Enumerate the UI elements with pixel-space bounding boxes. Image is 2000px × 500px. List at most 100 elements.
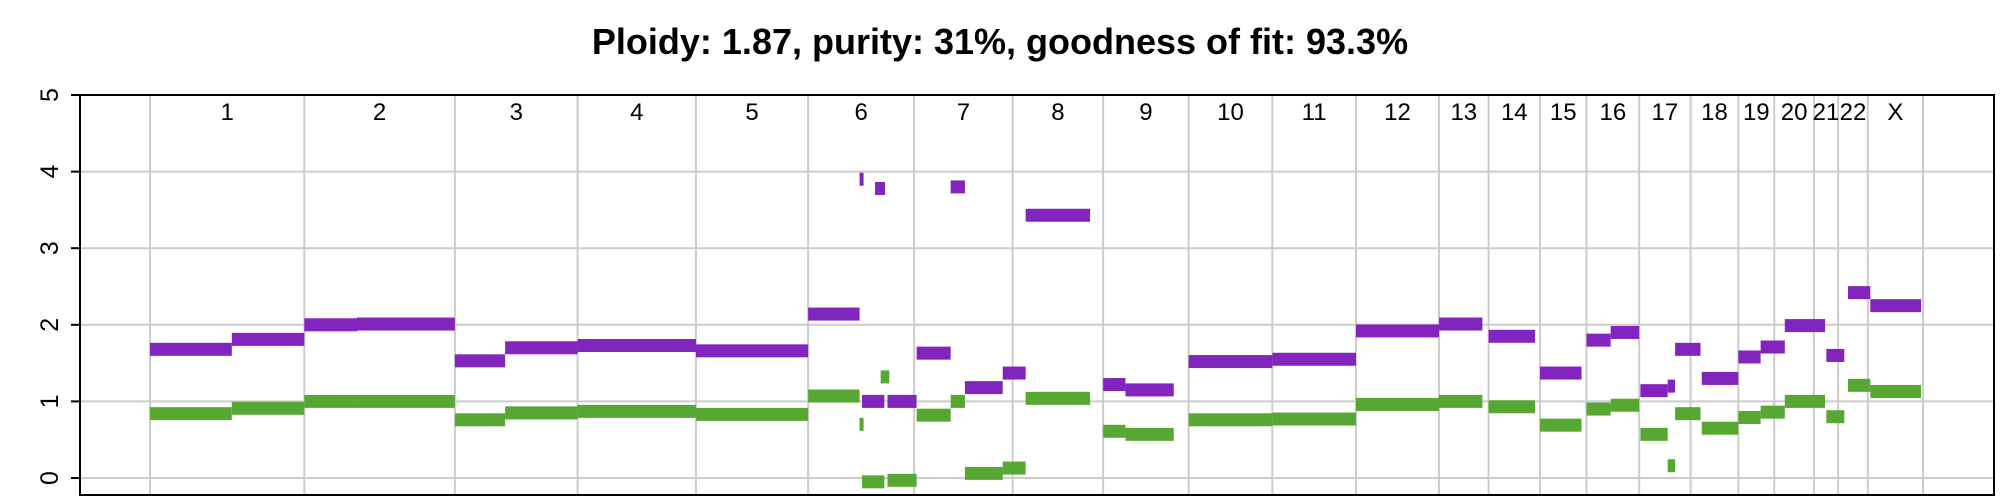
minor-copy-segment xyxy=(1738,410,1761,424)
minor-copy-segment xyxy=(454,413,506,427)
chromosome-label: 2 xyxy=(373,99,386,126)
chart-title: Ploidy: 1.87, purity: 31%, goodness of f… xyxy=(592,21,1408,62)
minor-copy-segment xyxy=(1272,412,1356,426)
chromosome-label: 10 xyxy=(1217,99,1244,126)
chromosome-label: 4 xyxy=(630,99,643,126)
minor-copy-segment xyxy=(1002,461,1026,475)
major-copy-segment xyxy=(1125,383,1174,397)
major-copy-segment xyxy=(454,354,506,368)
major-copy-segment xyxy=(150,342,232,356)
major-copy-segment xyxy=(1640,384,1668,398)
minor-copy-segment xyxy=(304,394,357,408)
chromosome-label: 6 xyxy=(854,99,867,126)
minor-copy-segment xyxy=(356,394,455,408)
y-tick-label: 0 xyxy=(36,471,64,485)
y-tick-label: 2 xyxy=(36,318,64,332)
minor-copy-segment xyxy=(1125,427,1174,441)
y-tick-label: 4 xyxy=(36,165,64,179)
major-copy-segment xyxy=(1784,319,1826,333)
minor-copy-segment xyxy=(1025,391,1091,405)
chromosome-label: 12 xyxy=(1384,99,1411,126)
chromosome-labels: 1 2 3 4 5 6 7 8 9 10 11 12 13 14 15 16 17 18 19 20 21 22 X xyxy=(220,99,1903,126)
minor-copy-segment xyxy=(1488,400,1536,414)
major-copy-segment xyxy=(1701,371,1739,385)
major-copy-segment xyxy=(695,344,809,358)
major-copy-segment xyxy=(231,332,305,346)
major-copy-segment xyxy=(577,338,696,352)
major-copy-segment xyxy=(875,181,885,195)
chromosome-label: 20 xyxy=(1781,99,1808,126)
y-tick-label: 1 xyxy=(36,394,64,408)
major-copy-segment xyxy=(1540,366,1582,380)
minor-copy-segment xyxy=(880,370,890,384)
major-copy-segment xyxy=(1355,324,1440,338)
chromosome-label: 13 xyxy=(1450,99,1477,126)
minor-copy-segment xyxy=(859,417,864,431)
copy-number-segments xyxy=(150,172,1922,489)
minor-copy-segment xyxy=(695,407,809,421)
major-copy-segment xyxy=(887,394,917,408)
major-copy-segment xyxy=(1675,342,1701,356)
major-copy-segment xyxy=(1848,286,1871,300)
major-copy-segment xyxy=(862,394,885,408)
chromosome-label: 17 xyxy=(1652,99,1679,126)
chromosome-label: 9 xyxy=(1139,99,1152,126)
major-copy-segment xyxy=(304,318,357,332)
minor-copy-segment xyxy=(1439,394,1483,408)
chromosome-label: 5 xyxy=(745,99,758,126)
minor-copy-segment xyxy=(916,408,951,422)
minor-copy-segment xyxy=(808,389,860,403)
y-tick-label: 3 xyxy=(36,241,64,255)
chromosome-label: 11 xyxy=(1302,99,1327,126)
minor-copy-segment xyxy=(1103,424,1126,438)
major-copy-segment xyxy=(1870,299,1922,313)
major-copy-segment xyxy=(505,341,578,355)
chromosome-label: 21 xyxy=(1813,99,1840,126)
major-copy-segment xyxy=(1025,208,1091,222)
chromosome-label: 14 xyxy=(1501,99,1528,126)
minor-copy-segment xyxy=(887,473,917,487)
chromosome-label: 1 xyxy=(220,99,233,126)
chromosome-label: 16 xyxy=(1599,99,1626,126)
major-copy-segment xyxy=(1586,333,1611,347)
chromosome-label: 15 xyxy=(1550,99,1577,126)
major-copy-segment xyxy=(1760,340,1785,354)
minor-copy-segment xyxy=(1640,427,1668,441)
minor-copy-segment xyxy=(1540,418,1582,432)
major-copy-segment xyxy=(1826,348,1845,362)
chromosome-label: X xyxy=(1887,99,1903,126)
minor-copy-segment xyxy=(1870,384,1922,398)
plot-frame xyxy=(79,94,1995,496)
chromosome-label: 8 xyxy=(1051,99,1064,126)
y-axis: 0 1 2 3 4 5 xyxy=(36,88,80,485)
chromosome-label: 7 xyxy=(957,99,970,126)
minor-copy-segment xyxy=(150,407,232,421)
minor-copy-segment xyxy=(1355,397,1440,411)
major-copy-segment xyxy=(1738,350,1761,364)
major-copy-segment xyxy=(916,346,951,360)
minor-copy-segment xyxy=(1188,413,1273,427)
minor-copy-segment xyxy=(231,401,305,415)
minor-copy-segment xyxy=(1610,398,1640,412)
minor-copy-segment xyxy=(1701,421,1739,435)
major-copy-segment xyxy=(859,172,864,186)
chromosome-label: 19 xyxy=(1743,99,1770,126)
minor-copy-segment xyxy=(1826,410,1845,424)
chromosome-label: 18 xyxy=(1701,99,1728,126)
major-copy-segment xyxy=(808,307,860,321)
minor-copy-segment xyxy=(1848,378,1871,392)
minor-copy-segment xyxy=(505,406,578,420)
minor-copy-segment xyxy=(1784,394,1826,408)
minor-copy-segment xyxy=(950,394,965,408)
minor-copy-segment xyxy=(964,466,1003,480)
major-copy-segment xyxy=(356,317,455,331)
major-copy-segment xyxy=(964,381,1003,395)
chromosome-label: 22 xyxy=(1840,99,1867,126)
y-tick-label: 5 xyxy=(36,88,64,102)
major-copy-segment xyxy=(1188,355,1273,369)
minor-copy-segment xyxy=(862,475,885,489)
minor-copy-segment xyxy=(1675,407,1701,421)
minor-copy-segment xyxy=(577,404,696,418)
major-copy-segment xyxy=(1439,317,1483,331)
